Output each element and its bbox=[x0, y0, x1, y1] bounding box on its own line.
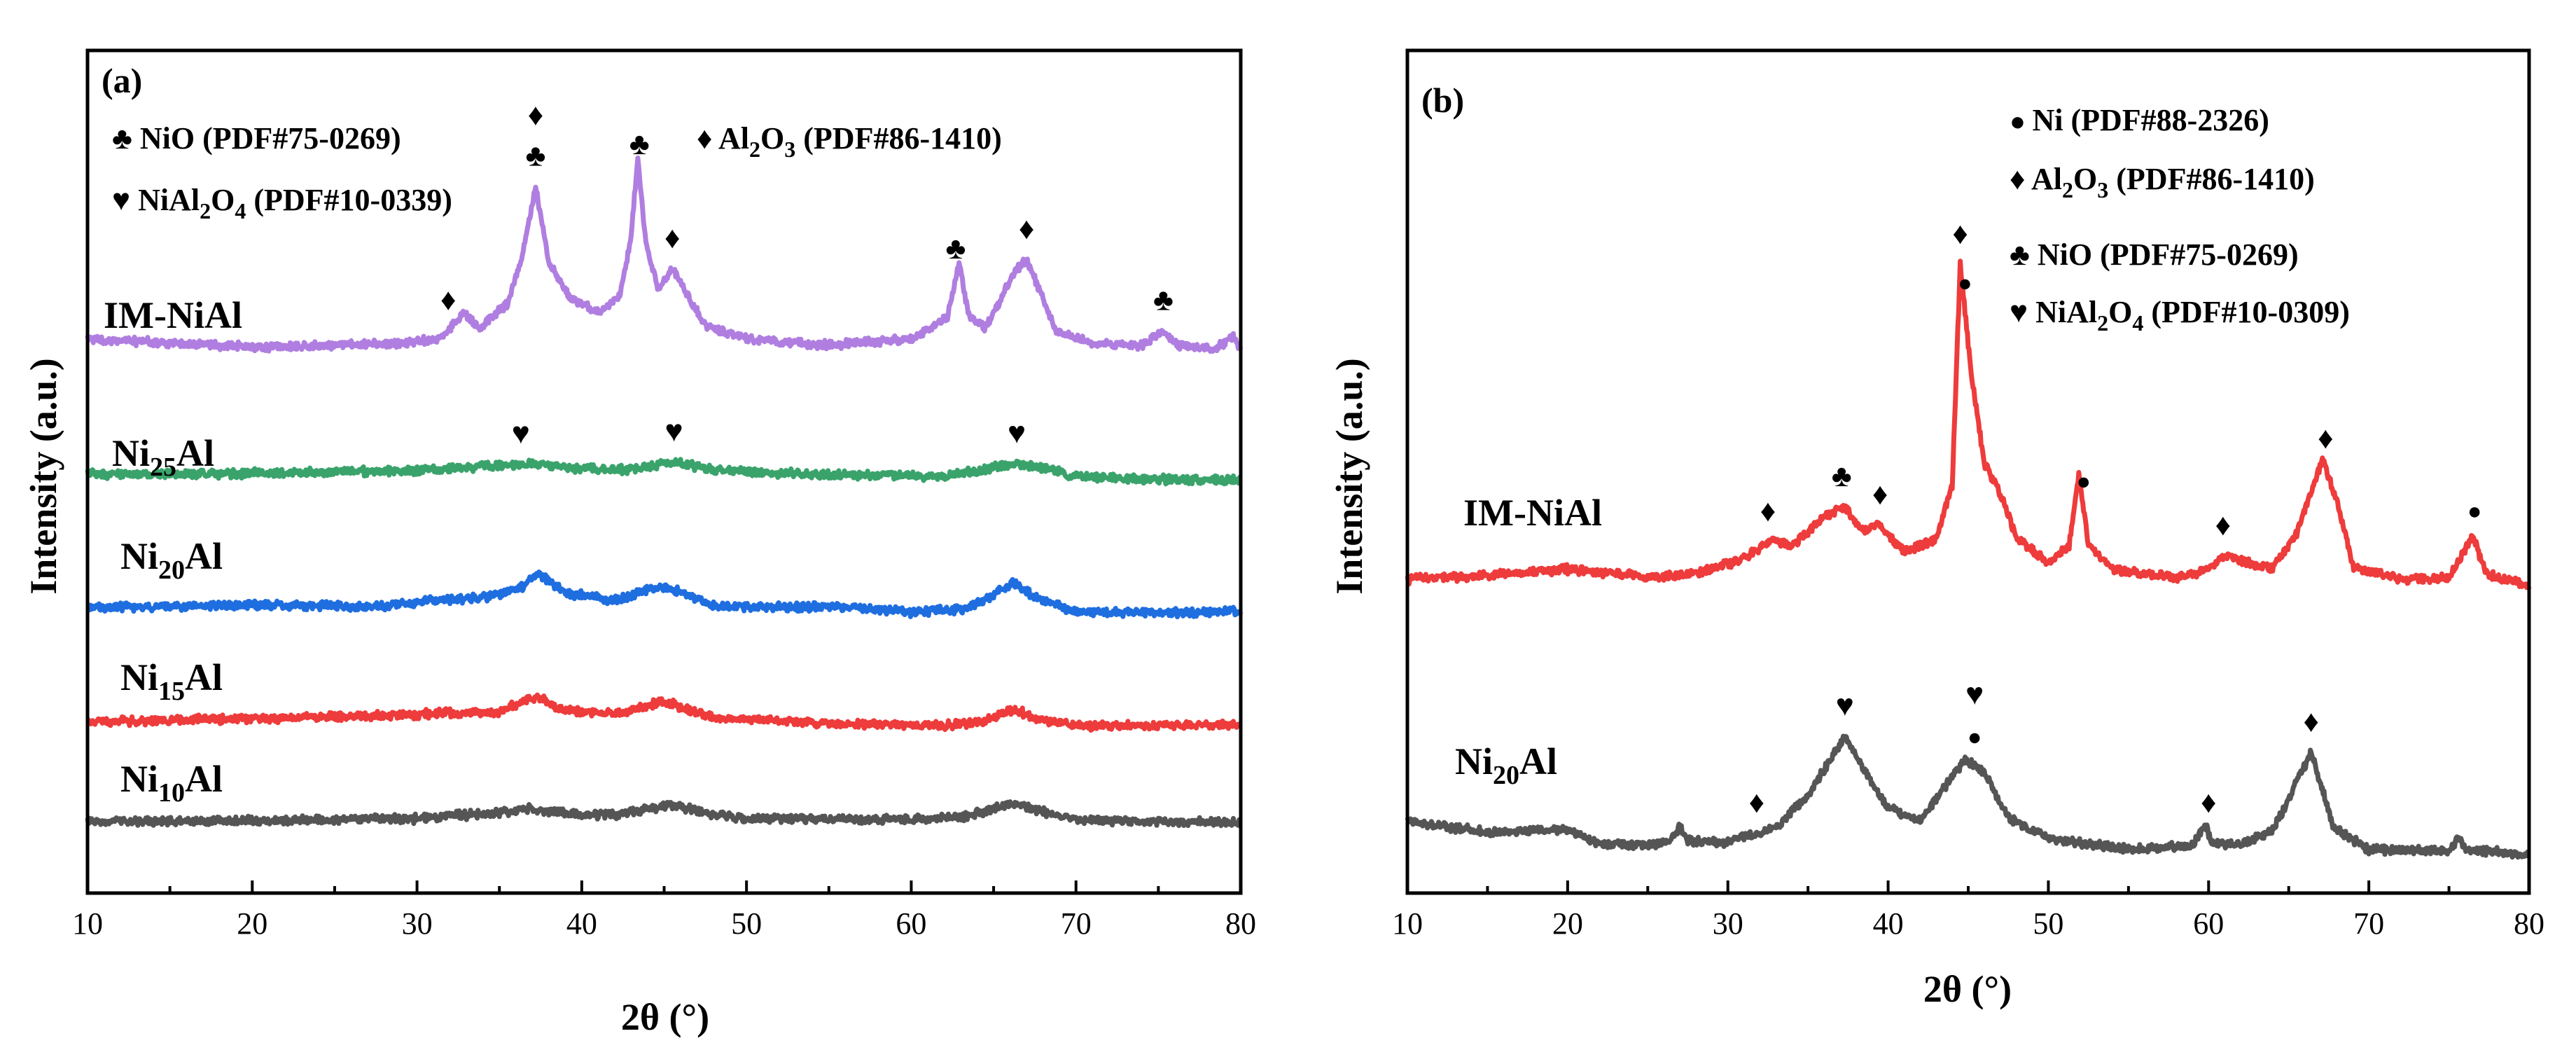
peak-marker: ♣ bbox=[629, 127, 650, 161]
legend-entry: ● Ni (PDF#88-2326) bbox=[2010, 103, 2269, 137]
peak-marker: ♦ bbox=[2318, 421, 2333, 455]
series-label-ni20al: Ni20Al bbox=[120, 535, 223, 585]
x-tick-label: 80 bbox=[2514, 906, 2544, 941]
series-line-im-nial bbox=[1405, 258, 2532, 590]
peak-marker: ● bbox=[2467, 499, 2482, 525]
peak-marker: ♦ bbox=[664, 221, 680, 255]
x-tick-label: 70 bbox=[1061, 906, 1092, 941]
peak-marker: ● bbox=[1968, 725, 1982, 751]
x-tick-label: 50 bbox=[2033, 906, 2063, 941]
peak-marker: ♣ bbox=[946, 231, 966, 265]
peak-marker: ♦ bbox=[440, 282, 456, 317]
x-axis-label: 2θ (°) bbox=[621, 996, 709, 1038]
x-tick-label: 10 bbox=[72, 906, 103, 941]
x-tick-label: 80 bbox=[1225, 906, 1256, 941]
series-line-ni25al bbox=[85, 457, 1243, 487]
peak-marker: ♥ bbox=[1836, 689, 1854, 723]
series-line-im-nial bbox=[85, 156, 1244, 354]
x-axis-label: 2θ (°) bbox=[1923, 968, 2012, 1010]
series-line-ni10al bbox=[85, 799, 1243, 829]
peak-marker: ♥ bbox=[512, 416, 530, 450]
series-label-ni25al: Ni25Al bbox=[112, 432, 214, 482]
peak-marker: ♦ bbox=[1019, 212, 1034, 246]
legend-entry: ♥ NiAl2O4 (PDF#10-0309) bbox=[2010, 295, 2350, 336]
peak-marker: ♦ bbox=[2304, 705, 2319, 739]
series-label-im-nial: IM-NiAl bbox=[104, 294, 242, 336]
series-line-ni15al bbox=[85, 692, 1243, 733]
peak-marker: ♦ bbox=[1760, 494, 1776, 528]
legend-entry: ♣ NiO (PDF#75-0269) bbox=[2010, 237, 2299, 272]
peak-marker: ♥ bbox=[1965, 677, 1984, 712]
x-tick-label: 10 bbox=[1392, 906, 1423, 941]
series-label-ni10al: Ni10Al bbox=[120, 758, 223, 808]
x-tick-label: 40 bbox=[1873, 906, 1904, 941]
peak-marker: ♣ bbox=[526, 138, 546, 172]
x-tick-label: 60 bbox=[896, 906, 926, 941]
peak-marker: ♦ bbox=[2215, 508, 2231, 542]
x-tick-label: 70 bbox=[2353, 906, 2384, 941]
peak-marker: ♦ bbox=[1872, 477, 1888, 511]
panel-label: (b) bbox=[1421, 81, 1464, 120]
legend-entry: ♦ Al2O3 (PDF#86-1410) bbox=[2010, 162, 2315, 202]
peak-marker: ♥ bbox=[665, 414, 683, 448]
chart-panel-a: ♦ ♣ ♦ ♣ ♦ ♣ ♦ ♣ IM-NiAl ♥ ♥ ♥ Ni25Al Ni20Al Ni15Al Ni10… bbox=[22, 48, 1256, 1038]
series-label-ni15al: Ni15Al bbox=[120, 656, 223, 706]
peak-marker: ♣ bbox=[1153, 282, 1174, 317]
x-tick-label: 20 bbox=[237, 906, 267, 941]
series-line-ni20al bbox=[85, 569, 1244, 620]
peak-marker: ● bbox=[2077, 469, 2091, 495]
y-axis-label: Intensity (a.u.) bbox=[1328, 358, 1370, 595]
peak-marker: ● bbox=[1958, 271, 1972, 297]
series-label-ni20al: Ni20Al bbox=[1455, 740, 1557, 790]
series-line-ni20al bbox=[1405, 733, 2531, 860]
x-tick-label: 40 bbox=[566, 906, 597, 941]
peak-marker: ♦ bbox=[1952, 216, 1968, 251]
x-tick-label: 30 bbox=[1713, 906, 1743, 941]
legend-entry: ♣ NiO (PDF#75-0269) bbox=[112, 121, 401, 156]
panel-label: (a) bbox=[102, 61, 142, 100]
legend-entry: ♥ NiAl2O4 (PDF#10-0339) bbox=[112, 183, 452, 223]
peak-marker: ♦ bbox=[1749, 785, 1764, 820]
x-tick-label: 60 bbox=[2193, 906, 2224, 941]
y-axis-label: Intensity (a.u.) bbox=[22, 358, 64, 595]
legend-entry: ♦ Al2O3 (PDF#86-1410) bbox=[697, 121, 1002, 162]
chart-panel-b: ♦ ♣ ♦ ♦ ● ● ♦ ♦ ● IM-NiAl ♦ ♥ ● ♥ ♦ ♦ Ni20Al 10 20 30 40 50 60… bbox=[1328, 48, 2544, 1010]
peak-marker: ♦ bbox=[2201, 785, 2216, 820]
x-tick-label: 20 bbox=[1552, 906, 1583, 941]
peak-marker: ♦ bbox=[528, 97, 543, 132]
x-tick-label: 50 bbox=[731, 906, 762, 941]
series-label-im-nial: IM-NiAl bbox=[1463, 492, 1602, 534]
peak-marker: ♥ bbox=[1008, 415, 1026, 450]
peak-marker: ♣ bbox=[1832, 459, 1852, 493]
x-tick-label: 30 bbox=[402, 906, 433, 941]
